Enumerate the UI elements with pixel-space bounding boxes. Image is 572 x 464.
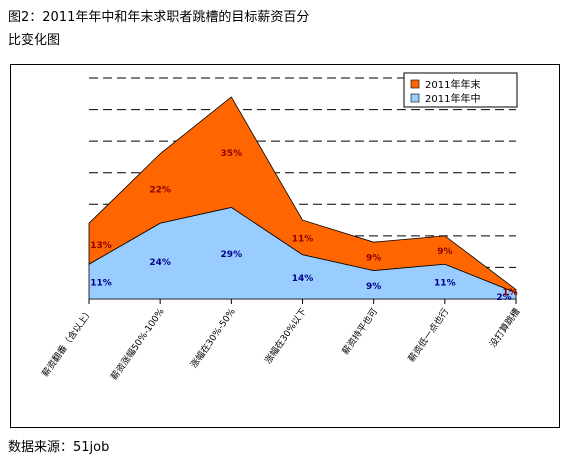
legend-label: 2011年年末	[425, 78, 480, 91]
data-label-year-end: 9%	[366, 253, 381, 263]
data-label-year-mid: 24%	[149, 258, 171, 268]
data-label-year-end: 35%	[221, 149, 243, 159]
legend-swatch	[410, 93, 420, 103]
legend-label: 2011年年中	[425, 92, 480, 105]
data-label-year-end: 9%	[437, 247, 452, 257]
legend-swatch	[410, 79, 420, 89]
chart-frame: 11% 13% 24% 22% 29% 35% 14% 11% 9% 9% 11% 9% 2% 1% 薪资翻…	[10, 64, 560, 428]
data-label-year-mid: 9%	[366, 282, 381, 292]
data-label-year-end: 1%	[502, 288, 517, 298]
series-area-year-mid	[88, 207, 517, 300]
x-tick-label: 薪资涨幅50%-100%	[108, 305, 167, 382]
x-tick-label: 涨幅在30%-50%	[188, 305, 238, 370]
chart-title-line1: 图2：2011年年中和年末求职者跳槽的目标薪资百分	[8, 10, 310, 25]
data-label-year-end: 13%	[90, 241, 112, 251]
x-tick-label: 薪资低一点也行	[405, 306, 451, 365]
x-tick-label: 薪资持平也可	[339, 306, 380, 357]
data-label-year-end: 22%	[149, 186, 171, 196]
legend-box	[403, 72, 518, 108]
x-tick-label: 涨幅在30%以下	[262, 306, 309, 366]
x-tick-label: 没打算跳槽	[487, 306, 523, 350]
data-label-year-mid: 11%	[434, 279, 456, 289]
x-tick-label: 薪资翻番（含以上）	[39, 306, 95, 379]
data-label-year-mid: 14%	[292, 274, 314, 284]
data-label-year-mid: 29%	[221, 250, 243, 260]
chart-title-line2: 比变化图	[8, 33, 61, 48]
data-label-year-end: 11%	[292, 234, 314, 244]
data-label-year-mid: 2%	[496, 293, 511, 303]
area-chart: 11% 13% 24% 22% 29% 35% 14% 11% 9% 9% 11% 9% 2%1% 薪资翻…	[39, 72, 523, 382]
data-label-year-mid: 11%	[90, 279, 112, 289]
source-note: 数据来源：51job	[8, 440, 110, 455]
